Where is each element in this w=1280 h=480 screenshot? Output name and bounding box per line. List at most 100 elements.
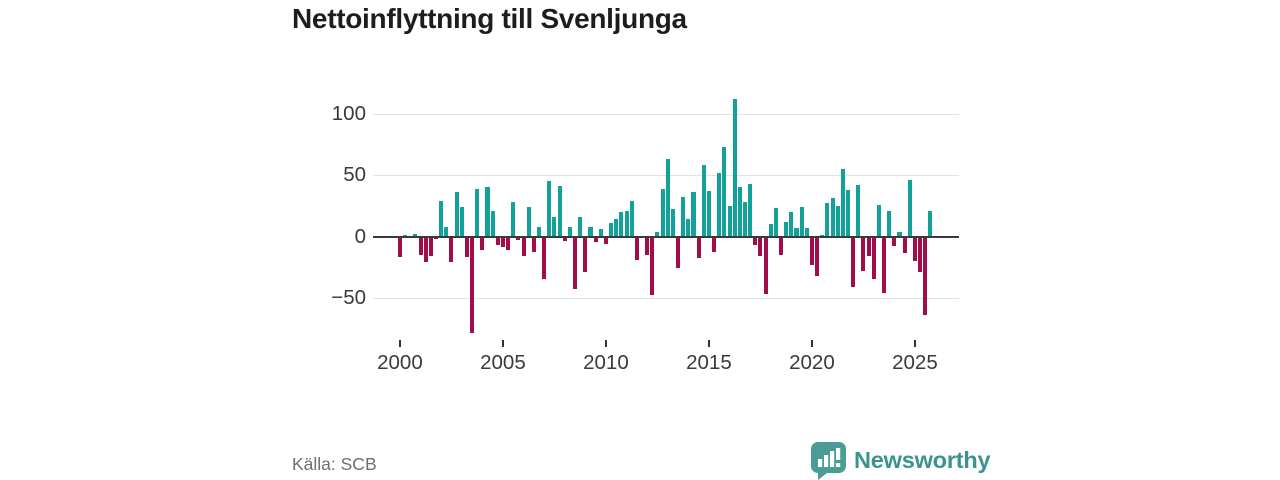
bar-2000-q1 (397, 237, 402, 258)
bar-2001-q4 (433, 237, 439, 239)
bar-2001-q1 (418, 237, 423, 255)
bar-2008-q3 (573, 237, 578, 290)
newsworthy-wordmark: Newsworthy (854, 447, 991, 473)
bar-2023-q4 (887, 210, 892, 237)
bar-2002-q1 (439, 200, 444, 237)
bar-2012-q4 (660, 188, 665, 237)
bar-2009-q3 (593, 237, 598, 243)
bar-2015-q1 (706, 191, 711, 237)
bar-2008-q1 (562, 237, 567, 242)
x-axis-tick (707, 340, 710, 347)
bar-2010-q1 (603, 237, 608, 244)
bar-2019-q1 (789, 211, 794, 237)
bar-2024-q4 (907, 180, 912, 237)
gridline (373, 113, 959, 115)
bar-2024-q3 (902, 237, 907, 254)
bar-2006-q3 (531, 237, 536, 253)
page-title: Nettoinflyttning till Svenljunga (292, 3, 687, 34)
bar-2004-q2 (485, 187, 490, 237)
bar-2012-q2 (650, 237, 655, 296)
bar-2010-q3 (614, 219, 619, 237)
x-axis-tick-label: 2005 (480, 351, 526, 374)
bar-2022-q4 (866, 237, 871, 256)
bar-2003-q1 (459, 207, 464, 237)
bar-2009-q2 (588, 226, 593, 237)
x-axis-tick-label: 2020 (789, 351, 835, 374)
bar-2020-q1 (809, 237, 814, 265)
bar-2016-q1 (727, 205, 732, 237)
bar-2006-q4 (536, 226, 542, 237)
bar-2006-q2 (526, 207, 531, 237)
bar-2012-q1 (645, 237, 650, 255)
y-axis-tick-label: 50 (343, 163, 366, 187)
bar-chart-speech-bubble-icon (810, 441, 847, 480)
bar-2000-q4 (413, 234, 418, 237)
bar-2015-q4 (722, 146, 727, 237)
bar-2014-q4 (701, 165, 706, 237)
bar-2015-q2 (712, 237, 717, 253)
bar-2020-q2 (815, 237, 820, 276)
bar-2023-q2 (876, 204, 881, 237)
bar-2025-q2 (918, 237, 923, 272)
x-axis-tick (913, 340, 916, 347)
bar-2001-q3 (428, 237, 433, 256)
bar-2001-q2 (423, 237, 428, 263)
x-axis-tick (810, 340, 813, 347)
bar-2016-q2 (732, 98, 737, 237)
bar-2020-q4 (825, 203, 830, 237)
bar-2010-q2 (609, 222, 614, 237)
bar-2008-q4 (578, 216, 583, 237)
bar-2018-q1 (768, 224, 773, 237)
bar-2011-q2 (629, 200, 634, 237)
bar-2022-q3 (861, 237, 866, 271)
bar-2003-q2 (464, 237, 469, 258)
bar-2017-q3 (758, 237, 763, 256)
bar-2007-q4 (557, 186, 562, 237)
bar-2003-q3 (470, 237, 475, 334)
bar-2021-q1 (830, 198, 835, 237)
bar-2013-q4 (681, 197, 686, 237)
x-axis-tick-label: 2010 (583, 351, 629, 374)
x-axis-tick-label: 2015 (686, 351, 732, 374)
bar-2011-q1 (624, 210, 629, 237)
bar-2004-q3 (490, 210, 495, 237)
bar-2018-q4 (784, 221, 789, 237)
bar-2009-q4 (598, 229, 603, 237)
bar-2003-q4 (475, 188, 480, 237)
bar-2015-q3 (717, 172, 722, 237)
bar-2013-q1 (665, 159, 670, 237)
bar-2017-q4 (763, 237, 768, 294)
bar-2013-q3 (676, 237, 681, 269)
bar-2007-q2 (547, 181, 552, 237)
newsworthy-logo[interactable]: Newsworthy (810, 440, 991, 480)
bar-2010-q4 (619, 211, 624, 237)
x-axis-tick (604, 340, 607, 347)
x-axis-tick-label: 2025 (892, 351, 938, 374)
bar-2025-q3 (923, 237, 928, 315)
bar-2012-q3 (655, 231, 660, 237)
bar-2011-q3 (634, 237, 639, 260)
bar-2004-q4 (495, 237, 500, 245)
bar-2014-q3 (696, 237, 701, 259)
bar-2002-q4 (454, 192, 459, 237)
bar-2021-q3 (840, 168, 845, 237)
bar-2009-q1 (583, 237, 588, 272)
bar-2025-q4 (928, 210, 933, 237)
bar-2022-q1 (851, 237, 856, 287)
bar-2019-q3 (799, 207, 804, 237)
bar-2022-q2 (856, 184, 861, 237)
bar-2002-q2 (444, 226, 449, 237)
bar-2024-q2 (897, 231, 902, 237)
bar-2013-q2 (670, 209, 675, 237)
bar-2018-q3 (779, 237, 784, 255)
bar-2007-q3 (552, 216, 557, 237)
x-axis-tick (398, 340, 401, 347)
bar-2016-q3 (737, 187, 742, 237)
bar-2005-q2 (506, 237, 511, 250)
bar-2025-q1 (912, 237, 917, 261)
bar-2016-q4 (742, 202, 748, 237)
bar-2007-q1 (542, 237, 547, 280)
bar-2019-q2 (794, 227, 799, 237)
bar-2023-q1 (871, 237, 876, 280)
y-axis-tick-label: 100 (331, 101, 366, 125)
